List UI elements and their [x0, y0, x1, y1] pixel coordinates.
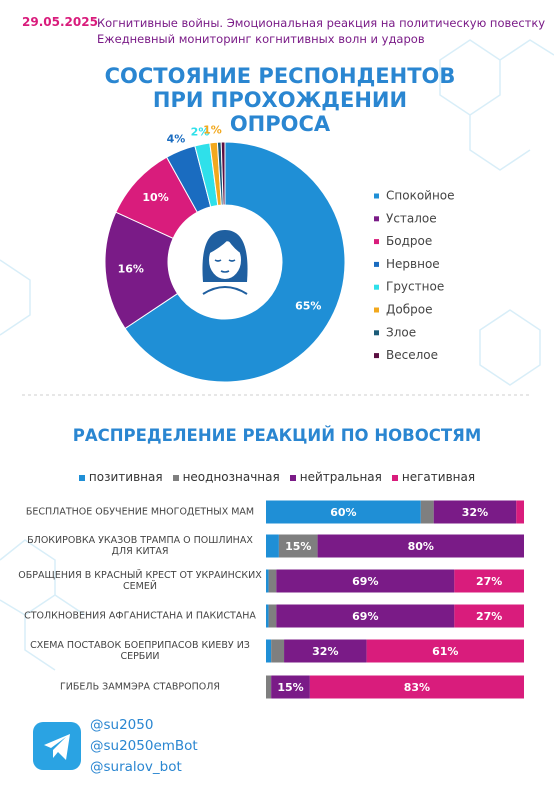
bar-segment	[266, 534, 279, 558]
legend-item: неоднозначная	[172, 470, 280, 484]
legend-label: Веселое	[386, 348, 438, 362]
data-label: 69%	[352, 575, 378, 588]
legend-swatch	[374, 307, 379, 313]
legend-swatch	[374, 284, 379, 290]
legend-label: позитивная	[88, 470, 163, 484]
data-label: 65%	[295, 300, 321, 313]
handle: @suralov_bot	[90, 759, 182, 775]
data-label: 32%	[312, 645, 338, 658]
bar-segment	[420, 500, 434, 524]
icon-bangs	[208, 236, 242, 254]
data-label: 32%	[462, 506, 488, 519]
bar-segment	[278, 534, 318, 558]
legend-label: Доброе	[386, 303, 432, 317]
data-label: 27%	[476, 575, 502, 588]
data-label: 60%	[330, 506, 356, 519]
data-label: 69%	[352, 610, 378, 623]
legend-label: Спокойное	[386, 189, 455, 203]
data-label: 83%	[404, 681, 430, 694]
handle: @su2050emBot	[90, 738, 198, 754]
row-label: СХЕМА ПОСТАВОК БОЕПРИПАСОВ КИЕВУ ИЗ СЕРБ…	[30, 640, 250, 662]
data-label: 4%	[167, 132, 186, 145]
data-label: 80%	[408, 540, 434, 553]
legend-label: неоднозначная	[182, 470, 280, 484]
legend-swatch	[172, 474, 179, 481]
bar-segment	[276, 604, 455, 628]
icon-eyes	[214, 259, 236, 273]
handle: @su2050	[90, 717, 154, 733]
legend-swatch	[374, 261, 379, 267]
bar-segment	[516, 500, 524, 524]
legend-label: Нервное	[386, 257, 440, 271]
data-label: 15%	[285, 540, 311, 553]
legend-label: негативная	[401, 470, 476, 484]
bar-segment	[309, 675, 524, 699]
slice	[124, 141, 346, 383]
legend-swatch	[78, 474, 85, 481]
bar-segment	[454, 604, 524, 628]
data-label: 1%	[203, 124, 222, 137]
bar-segment	[276, 569, 455, 593]
bar-segment	[271, 639, 285, 663]
legend-swatch	[374, 216, 379, 222]
row-label: БЛОКИРОВКА УКАЗОВ ТРАМПА О ПОШЛИНАХ ДЛЯ …	[27, 535, 253, 557]
data-label: 16%	[118, 262, 144, 275]
legend-label: нейтральная	[299, 470, 382, 484]
icon-neck	[202, 286, 248, 295]
legend-swatch	[289, 474, 296, 481]
bar-segment	[266, 675, 272, 699]
data-label: 15%	[277, 681, 303, 694]
data-label: 10%	[142, 191, 168, 204]
row-label: СТОЛКНОВЕНИЯ АФГАНИСТАНА И ПАКИСТАНА	[24, 610, 256, 622]
legend-label: Злое	[386, 325, 416, 339]
row-label: ГИБЕЛЬ ЗАММЭРА СТАВРОПОЛЯ	[60, 681, 220, 693]
date: 29.05.2025	[22, 15, 98, 29]
header-line: Ежедневный мониторинг когнитивных волн и…	[97, 32, 425, 46]
header-line: Когнитивные войны. Эмоциональная реакция…	[97, 16, 546, 30]
bar-segment	[266, 639, 272, 663]
chart-title: СОСТОЯНИЕ РЕСПОНДЕНТОВ ПРИ ПРОХОЖДЕНИИ О…	[104, 64, 456, 136]
bar-segment	[454, 569, 524, 593]
legend-item: нейтральная	[289, 470, 382, 484]
bar-segment	[433, 500, 517, 524]
legend-item: позитивная	[78, 470, 163, 484]
bar-segment	[268, 569, 277, 593]
bar-segment	[284, 639, 367, 663]
bar-segment	[266, 500, 421, 524]
legend-swatch	[374, 353, 379, 359]
bar-segment	[268, 604, 277, 628]
legend-item: негативная	[391, 470, 476, 484]
bar-segment	[317, 534, 524, 558]
legend-swatch	[374, 193, 379, 199]
legend-label: Усталое	[386, 211, 437, 225]
bar-segment	[266, 569, 269, 593]
legend: позитивная неоднозначная нейтральная негати…	[0, 470, 554, 484]
data-label: 2%	[191, 125, 210, 138]
bar-segment	[366, 639, 524, 663]
data-label: 27%	[476, 610, 502, 623]
legend-swatch	[374, 239, 379, 245]
bar-segment	[271, 675, 310, 699]
slice	[220, 141, 226, 206]
legend-swatch	[391, 474, 398, 481]
legend-label: Бодрое	[386, 234, 432, 248]
row-label: ОБРАЩЕНИЯ В КРАСНЫЙ КРЕСТ ОТ УКРАИНСКИХ …	[18, 570, 262, 592]
legend-label: Грустное	[386, 280, 444, 294]
row-label: БЕСПЛАТНОЕ ОБУЧЕНИЕ МНОГОДЕТНЫХ МАМ	[25, 506, 255, 518]
legend-swatch	[374, 330, 379, 336]
bar-segment	[266, 604, 269, 628]
data-label: 61%	[432, 645, 458, 658]
chart-title: РАСПРЕДЕЛЕНИЕ РЕАКЦИЙ ПО НОВОСТЯМ	[72, 426, 482, 445]
